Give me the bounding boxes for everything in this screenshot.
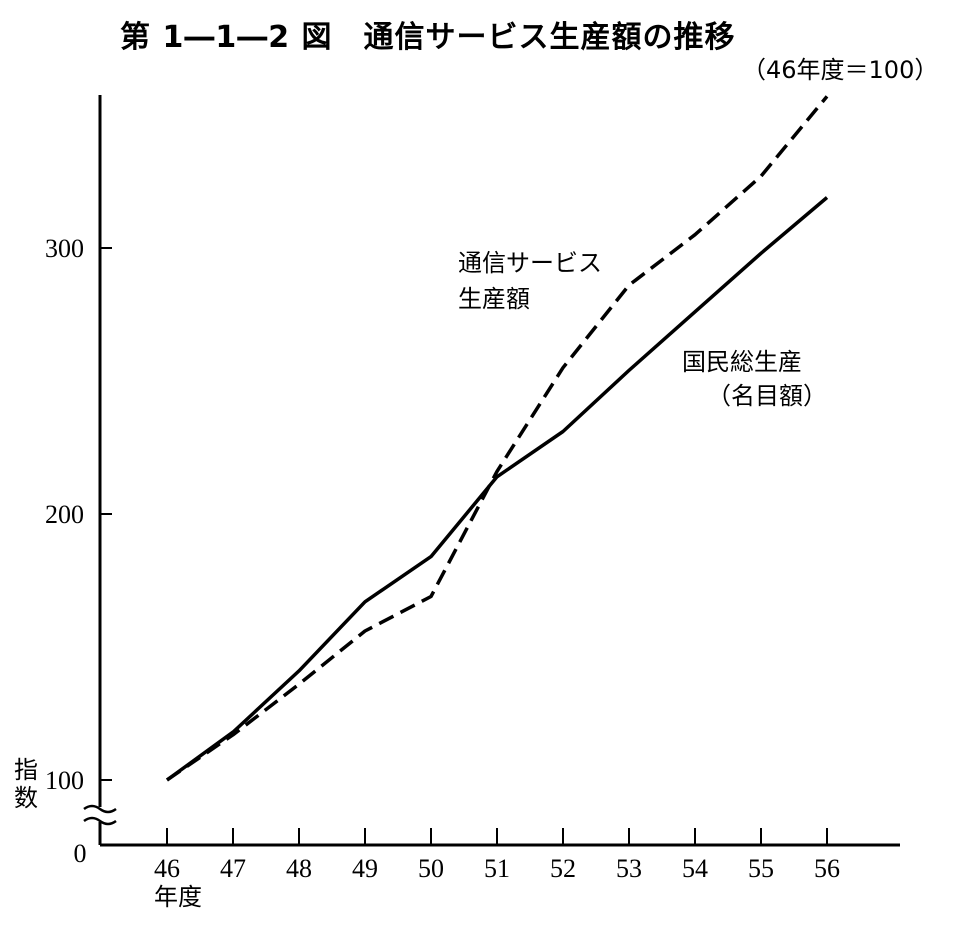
y-axis-label-char-1: 指 [14, 756, 38, 784]
x-tick-label: 46 [154, 854, 180, 883]
x-tick-label: 54 [682, 854, 708, 883]
y-tick-label: 300 [45, 234, 84, 263]
axis-break-lower [83, 816, 117, 826]
y-axis-label-char-2: 数 [14, 784, 38, 812]
chart-subtitle: （46年度＝100） [742, 56, 939, 84]
annotation-gnp-line2: （名目額） [707, 382, 827, 410]
x-tick-label: 52 [550, 854, 576, 883]
x-tick-label: 51 [484, 854, 510, 883]
y-tick-label: 100 [45, 766, 84, 795]
x-axis-label: 年度 [154, 883, 202, 911]
x-tick-label: 53 [616, 854, 642, 883]
annotation-tsushin-line1: 通信サービス [458, 249, 602, 277]
x-tick-label: 50 [418, 854, 444, 883]
x-tick-label: 55 [748, 854, 774, 883]
x-tick-label: 49 [352, 854, 378, 883]
x-tick-label: 47 [220, 854, 246, 883]
x-tick-label: 56 [814, 854, 840, 883]
chart-title: 第 1―1―2 図 通信サービス生産額の推移 [120, 20, 736, 55]
series-line-tsushin [166, 95, 829, 782]
annotation-gnp-line1: 国民総生産 [682, 348, 802, 376]
y-axis-zero-label: 0 [74, 839, 87, 868]
y-tick-label: 200 [45, 500, 84, 529]
annotation-tsushin-line2: 生産額 [458, 285, 530, 313]
axis-break-upper [83, 804, 117, 814]
x-tick-label: 48 [286, 854, 312, 883]
series-line-gnp [165, 196, 829, 782]
